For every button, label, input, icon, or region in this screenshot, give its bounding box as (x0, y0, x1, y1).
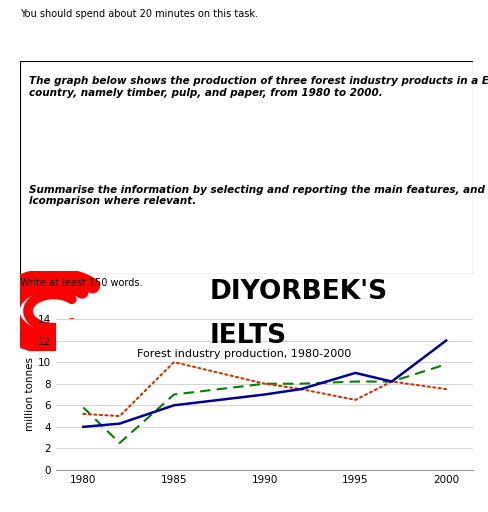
Text: Forest industry production, 1980-2000: Forest industry production, 1980-2000 (137, 349, 351, 359)
Text: The graph below shows the production of three forest industry products in a Euro: The graph below shows the production of … (29, 76, 488, 98)
FancyBboxPatch shape (20, 61, 473, 274)
Text: DIYORBEK'S: DIYORBEK'S (210, 279, 388, 305)
Text: You should spend about 20 minutes on this task.: You should spend about 20 minutes on thi… (20, 9, 258, 19)
Y-axis label: million tonnes: million tonnes (25, 357, 35, 432)
Text: Write at least 150 words.: Write at least 150 words. (20, 278, 142, 288)
Text: Summarise the information by selecting and reporting the main features, and make: Summarise the information by selecting a… (29, 185, 488, 206)
Text: IELTS: IELTS (210, 323, 287, 349)
